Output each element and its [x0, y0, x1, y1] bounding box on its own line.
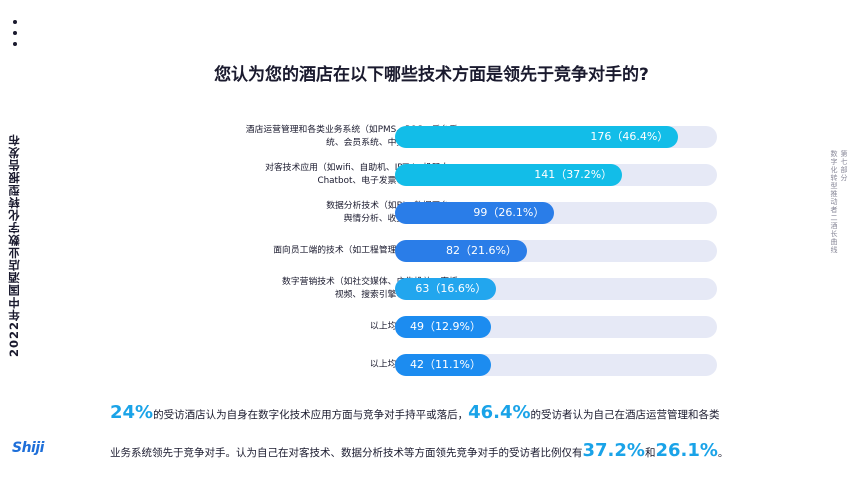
bar-track: 82（21.6%）: [395, 240, 717, 262]
bar: 42（11.1%）: [395, 354, 491, 376]
summary-highlight: 46.4%: [468, 402, 531, 423]
bar: 176（46.4%）: [395, 126, 679, 148]
bar-track: 42（11.1%）: [395, 354, 717, 376]
bar-track: 99（26.1%）: [395, 202, 717, 224]
bar-track: 176（46.4%）: [395, 126, 717, 148]
bar-track: 49（12.9%）: [395, 316, 717, 338]
summary-highlight: 24%: [110, 402, 154, 423]
side-section-part: 第七部分: [840, 150, 848, 182]
bar-value-label: 141（37.2%）: [534, 168, 613, 181]
summary-text-segment: 业务系统领先于竞争对手。认为自己在对客技术、数据分析技术等方面领先竞争对手的受访…: [110, 447, 583, 459]
bar-track: 63（16.6%）: [395, 278, 717, 300]
category-label: 对客技术应用（如wifi、自助机、IPTV、机器人、 Chatbot、电子发票、…: [265, 163, 458, 186]
bar: 99（26.1%）: [395, 202, 555, 224]
summary-text: 24%的受访酒店认为自身在数字化技术应用方面与竞争对手持平或落后，46.4%的受…: [110, 398, 760, 466]
category-label: 面向员工端的技术（如工程管理、房务管理等）: [273, 245, 458, 256]
bar-value-label: 82（21.6%）: [445, 244, 517, 257]
side-section-label: 第七部分 数字化转型推动者二酒长曲线: [830, 150, 849, 380]
bar-row: 数据分析技术（如BI、数据平台、 舆情分析、收益管理分析等）99（26.1%）: [100, 194, 740, 232]
bar-row: 数字营销技术（如社交媒体、广告投放、直播 视频、搜索引擎、渠道管理等）63（16…: [100, 270, 740, 308]
side-section-subtitle: 数字化转型推动者二酒长曲线: [830, 150, 838, 254]
bar-row: 面向员工端的技术（如工程管理、房务管理等） 82（21.6%）: [100, 232, 740, 270]
bar: 141（37.2%）: [395, 164, 623, 186]
bar-value-label: 99（26.1%）: [473, 206, 545, 219]
bar-row: 酒店运营管理和各类业务系统（如PMS、POS、后台系 统、会员系统、中央预订系统…: [100, 118, 740, 156]
bar-row: 对客技术应用（如wifi、自助机、IPTV、机器人、 Chatbot、电子发票、…: [100, 156, 740, 194]
bar: 49（12.9%）: [395, 316, 491, 338]
bar: 63（16.6%）: [395, 278, 497, 300]
bar-value-label: 49（12.9%）: [410, 320, 481, 333]
summary-text-segment: 的受访酒店认为自身在数字化技术应用方面与竞争对手持平或落后，: [153, 409, 469, 421]
summary-line-2: 业务系统领先于竞争对手。认为自己在对客技术、数据分析技术等方面领先竞争对手的受访…: [110, 436, 760, 466]
bar-value-label: 176（46.4%）: [590, 130, 669, 143]
summary-text-segment: 的受访者认为自己在酒店运营管理和各类: [530, 409, 720, 421]
category-label: 酒店运营管理和各类业务系统（如PMS、POS、后台系 统、会员系统、中央预订系统…: [245, 125, 458, 148]
menu-dots-icon[interactable]: [13, 20, 19, 53]
summary-highlight: 26.1%: [655, 440, 718, 461]
summary-highlight: 37.2%: [582, 440, 645, 461]
bar-track: 141（37.2%）: [395, 164, 717, 186]
summary-line-1: 24%的受访酒店认为自身在数字化技术应用方面与竞争对手持平或落后，46.4%的受…: [110, 398, 760, 428]
shiji-logo: Shiji: [12, 440, 44, 456]
summary-text-segment: 和: [644, 447, 656, 459]
bar-row: 以上均与竞争对手持平49（12.9%）: [100, 308, 740, 346]
summary-text-segment: 。: [717, 447, 729, 459]
bar-value-label: 42（11.1%）: [410, 358, 481, 371]
bar-chart: 酒店运营管理和各类业务系统（如PMS、POS、后台系 统、会员系统、中央预订系统…: [100, 118, 740, 396]
chart-title: 您认为您的酒店在以下哪些技术方面是领先于竞争对手的?: [214, 65, 649, 85]
bar-row: 以上均落后于竞争对手42（11.1%）: [100, 346, 740, 384]
bar: 82（21.6%）: [395, 240, 527, 262]
bar-value-label: 63（16.6%）: [415, 282, 487, 295]
side-report-title: 2022年中国酒店业数字化转型报告发布: [7, 133, 21, 357]
